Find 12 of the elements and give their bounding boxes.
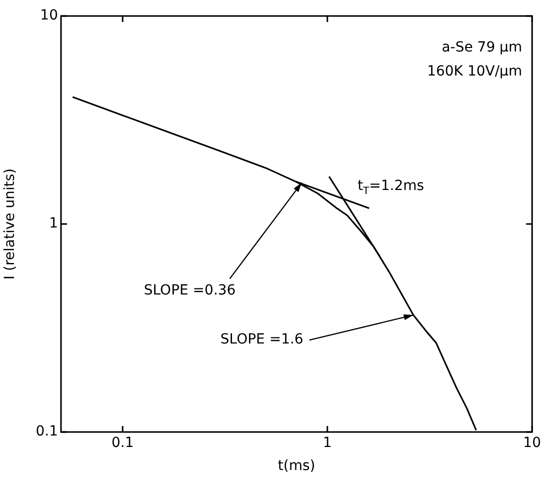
y-tick-label: 0.1: [36, 424, 58, 440]
y-tick-label: 1: [49, 216, 58, 232]
x-tick-label: 10: [523, 435, 542, 452]
x-tick-label: 1: [322, 435, 332, 452]
annotation: 160K 10V/μm: [427, 64, 522, 80]
x-axis-title: t(ms): [278, 458, 316, 474]
annotation: a-Se 79 μm: [442, 40, 522, 56]
annotation: SLOPE =1.6: [220, 332, 304, 348]
y-axis-title: I (relative units): [2, 168, 18, 280]
x-tick-label: 0.1: [111, 435, 134, 452]
y-tick-label: 10: [40, 8, 58, 24]
annotation: SLOPE =0.36: [144, 282, 236, 298]
